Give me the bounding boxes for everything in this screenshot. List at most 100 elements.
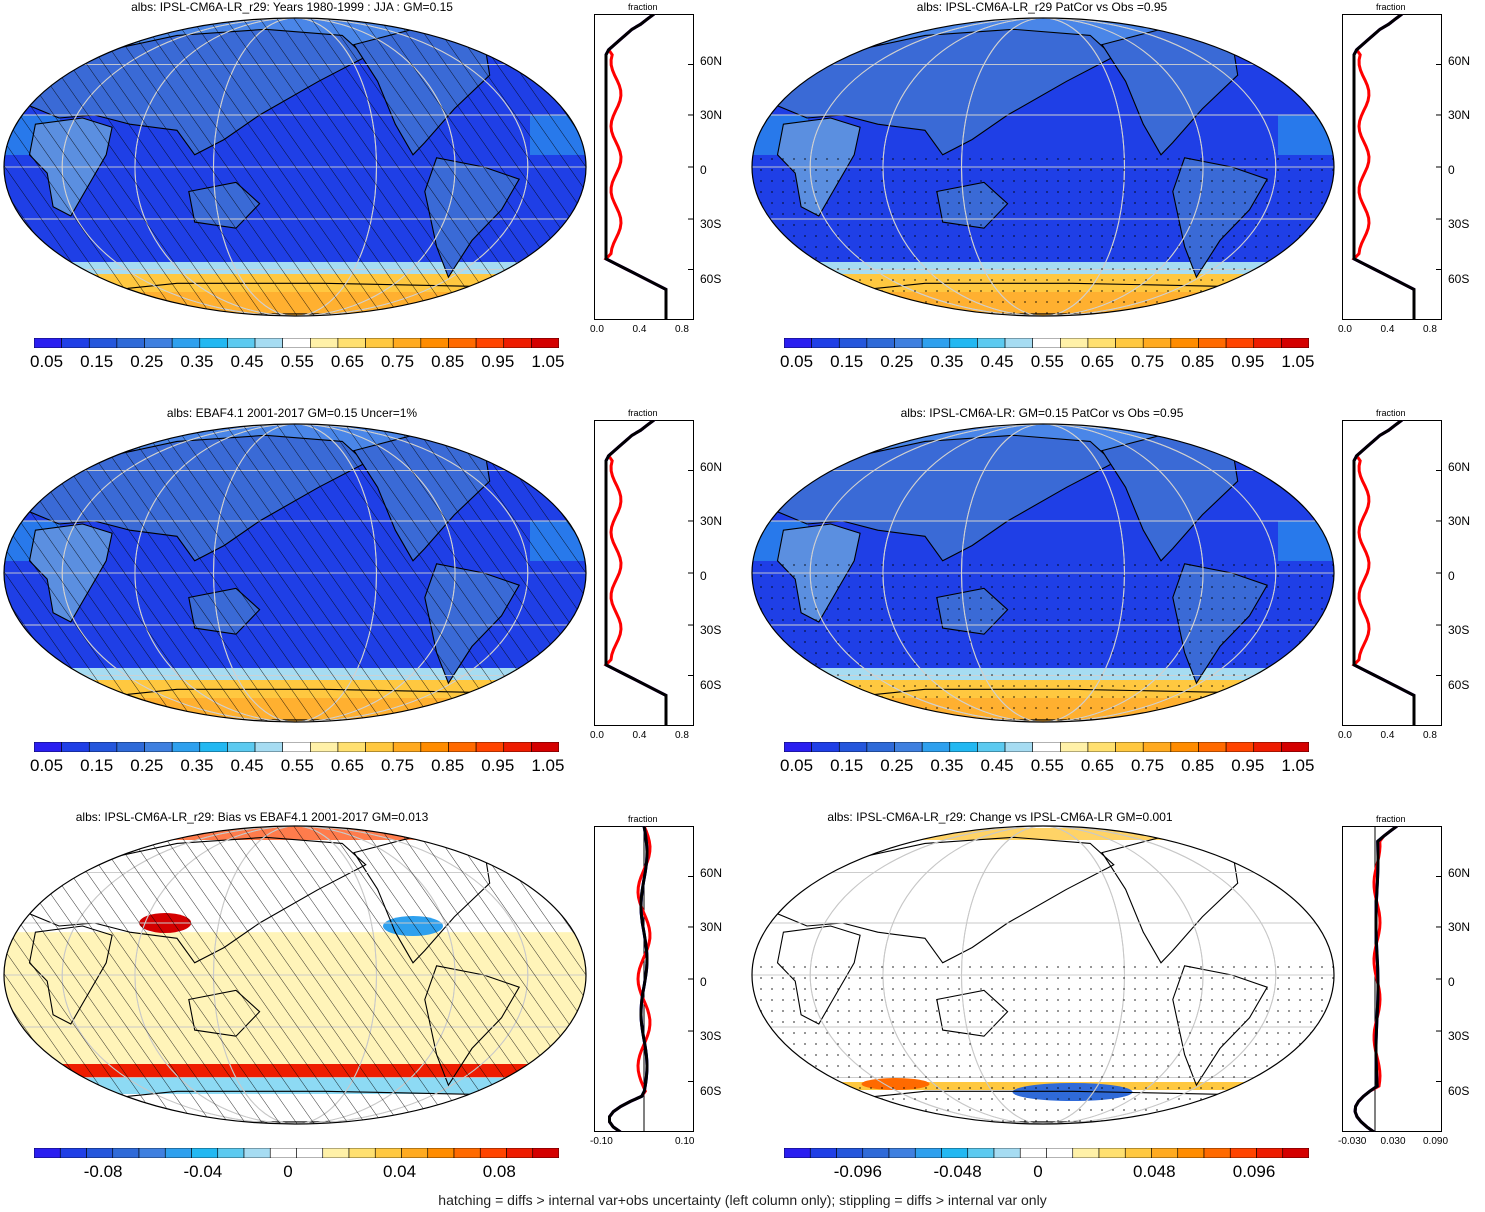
zonal-x-tick-label: -0.030 [1338,1136,1367,1147]
colorbar-swatch [59,1148,87,1158]
map-border [751,17,1335,317]
colorbar-swatch [116,742,145,752]
zonal-mean-plot [594,420,694,726]
colorbar-tick-label: 0.85 [1181,352,1215,371]
colorbar-tick-label: 1.05 [1281,756,1315,775]
colorbar-swatch [112,1148,140,1158]
zonal-line-model [1353,826,1398,1132]
colorbar-swatch [1282,1148,1309,1158]
colorbar-swatch [217,1148,245,1158]
zonal-x-tick-label: 0.8 [675,730,689,741]
colorbar-swatch [921,742,951,752]
colorbar-tick-label: 0.65 [330,352,364,371]
colorbar-swatch [310,338,339,348]
lat-tick-label: 30S [700,623,722,638]
colorbar-swatch [1170,338,1199,348]
zonal-axis-label: fraction [1376,2,1406,12]
colorbar-swatch [1115,338,1144,348]
lat-tick-label: 60N [1448,865,1471,880]
colorbar-swatch [1281,338,1309,348]
colorbar-tick-label: 0.85 [1181,756,1215,775]
zonal-x-tick-label: 0.4 [1380,324,1395,335]
zonal-mean-plot [594,14,694,320]
map-border [3,423,587,723]
colorbar-tick-label: 0 [1033,1162,1043,1181]
colorbar-swatch [809,1148,837,1158]
colorbar-swatch [191,1148,219,1158]
stippling-overlay [752,557,1334,722]
colorbar-swatch [171,338,201,348]
zonal-x-tick-label: 0.8 [1423,324,1437,335]
lat-tick-label: 0 [1448,162,1455,177]
zonal-x-tick-label: 0.10 [675,1136,695,1147]
colorbar-swatch [866,338,895,348]
colorbar-swatch [322,1148,350,1158]
colorbar [34,338,559,348]
colorbar-swatch [1087,338,1116,348]
zonal-frame [1342,14,1442,320]
zonal-axis-label: fraction [1376,814,1406,824]
colorbar-swatch [254,742,283,752]
colorbar-swatch [61,338,90,348]
colorbar-tick-label: 0.05 [30,352,64,371]
colorbar-swatch [401,1148,429,1158]
panel-title: albs: IPSL-CM6A-LR_r29: Bias vs EBAF4.1 … [75,810,429,824]
colorbar-swatch [838,742,868,752]
colorbar-swatch [1225,742,1255,752]
stippling-overlay [752,151,1334,316]
colorbar-tick-label: 0.85 [431,352,465,371]
panel-title: albs: IPSL-CM6A-LR_r29 PatCor vs Obs =0.… [916,0,1168,14]
lat-tick-label: 60N [700,53,723,68]
colorbar-swatch [420,338,449,348]
zonal-line-model [1352,14,1416,320]
colorbar-swatch [1170,742,1199,752]
colorbar-swatch [1087,742,1116,752]
colorbar-tick-label: 0.55 [280,352,314,371]
colorbar-swatch [34,1148,61,1158]
colorbar-swatch [866,742,895,752]
colorbar-swatch [1281,742,1309,752]
colorbar-swatch [862,1148,890,1158]
colorbar-tick-label: 0.95 [1231,756,1265,775]
colorbar-tick-label: 1.05 [1281,352,1315,371]
colorbar-tick-label: 0.05 [780,352,814,371]
stippling-overlay [752,959,1334,1124]
colorbar-tick-label: 0.35 [930,352,964,371]
colorbar-tick-label: 0.15 [80,352,114,371]
colorbar-swatch [310,742,339,752]
colorbar-swatch [1115,742,1144,752]
lat-tick-label: 0 [700,162,707,177]
colorbar-swatch [427,1148,455,1158]
zonal-mean-plot [1342,14,1442,320]
lat-tick-label: 30N [700,514,723,529]
zonal-axis-label: fraction [628,408,658,418]
lat-tick-label: 60S [700,1083,722,1098]
colorbar-swatch [949,338,978,348]
colorbar-swatch [374,1148,402,1158]
colorbar-swatch [1060,338,1089,348]
colorbar-tick-label: 0.65 [330,756,364,775]
map-panel [3,17,587,317]
zonal-frame [1342,420,1442,726]
colorbar-swatch [392,742,422,752]
colorbar-swatch [921,338,951,348]
colorbar-tick-label: 0 [283,1162,293,1181]
colorbar-swatch [1032,338,1061,348]
map-border [3,17,587,317]
colorbar-tick-label: 0.55 [280,756,314,775]
lat-tick-label: 60S [1448,271,1470,286]
colorbar-tick-label: 0.15 [830,352,864,371]
zonal-x-tick-label: 0.030 [1380,1136,1406,1147]
colorbar-tick-label: 0.95 [481,756,515,775]
zonal-mean-plot [594,826,694,1132]
zonal-line-obs [608,826,652,1132]
colorbar-swatch [337,338,366,348]
colorbar-tick-label: 0.75 [1130,756,1165,775]
lat-tick-label: 60S [700,271,722,286]
zonal-x-tick-label: 0.090 [1423,1136,1449,1147]
map-border [751,423,1335,723]
colorbar-swatch [88,742,118,752]
zonal-x-tick-label: 0.4 [632,324,647,335]
zonal-mean-plot [1342,826,1442,1132]
colorbar-swatch [86,1148,114,1158]
